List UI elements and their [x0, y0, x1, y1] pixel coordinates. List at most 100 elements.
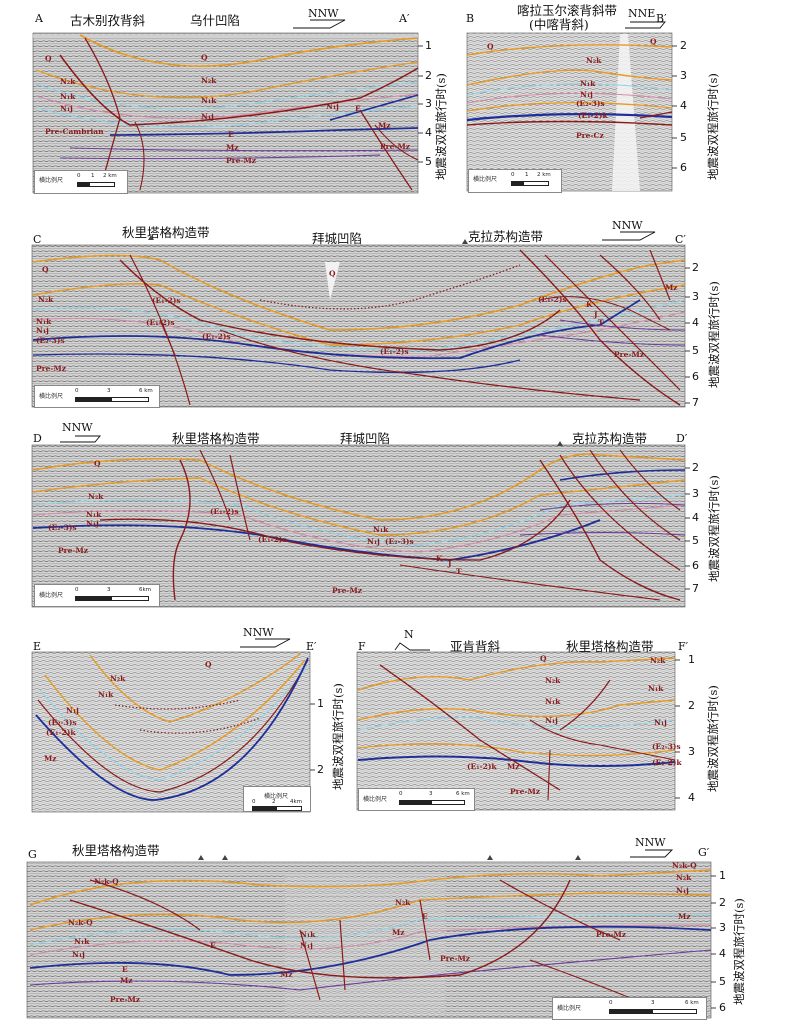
- panel-f-title-1: 亚肯背斜: [450, 639, 501, 654]
- unit-label: Pre-Cz: [576, 131, 604, 140]
- unit-label: N₁j: [66, 706, 79, 715]
- unit-label: N₁j: [300, 941, 313, 950]
- panel-c-axis-label: 地震波双程旅行时(s): [707, 281, 721, 388]
- panel-d-tick: 6: [692, 559, 699, 572]
- unit-label: Q: [205, 660, 212, 669]
- unit-label: N₁k: [36, 317, 52, 326]
- panel-b-orientation: NNE: [628, 7, 656, 20]
- panel-a-tick: 2: [425, 69, 432, 82]
- unit-label: Q: [540, 654, 547, 663]
- panel-e-left-end: E: [33, 640, 42, 653]
- unit-label: E: [422, 912, 428, 921]
- panel-f-section: [356, 651, 676, 811]
- panel-g-tick: 3: [719, 921, 726, 934]
- unit-label: N₂k-Q: [672, 861, 697, 870]
- unit-label: Mz: [226, 143, 239, 152]
- unit-label: (E₁-2)k: [46, 728, 76, 737]
- unit-label: N₂k: [201, 76, 217, 85]
- panel-c-title-2: 拜城凹陷: [312, 231, 363, 246]
- panel-f-scale-bar: 横比例尺 0 3 6 km: [358, 788, 475, 811]
- unit-label: Pre-Mz: [596, 930, 627, 939]
- panel-a-scale-bar: 横比例尺 0 1 2 km: [34, 170, 128, 194]
- unit-label: (E₁-2)s: [380, 347, 409, 356]
- scale-num: 3: [107, 388, 111, 394]
- panel-f-right-end: F′: [678, 640, 689, 653]
- unit-label: N₁k: [648, 684, 664, 693]
- unit-label: N₂k: [60, 77, 76, 86]
- unit-label: N₁j: [201, 112, 214, 121]
- panel-d-title-3: 克拉苏构造带: [572, 431, 648, 446]
- unit-label: E: [122, 965, 128, 974]
- panel-e-orientation: NNW: [243, 626, 274, 639]
- panel-g-left-end: G: [28, 848, 37, 861]
- scale-num: 2: [272, 799, 276, 805]
- unit-label: Pre-Mz: [380, 142, 411, 151]
- unit-label: (E₂-3)s: [576, 99, 605, 108]
- unit-label: N₁k: [60, 92, 76, 101]
- panel-b-scale-bar: 横比例尺 0 1 2 km: [468, 169, 562, 193]
- unit-label: E: [228, 130, 234, 139]
- panel-f-tick: 4: [688, 791, 695, 804]
- panel-b-section: [466, 32, 673, 192]
- panel-g-tick: 5: [719, 975, 726, 988]
- unit-label: N₁j: [654, 718, 667, 727]
- panel-b-left-end: B: [466, 12, 475, 25]
- unit-label: N₂k: [110, 674, 126, 683]
- unit-label: N₂k: [586, 56, 602, 65]
- unit-label: N₂k: [38, 295, 54, 304]
- panel-d-orientation: NNW: [62, 421, 93, 434]
- panel-f-tick: 2: [688, 699, 695, 712]
- scale-title: 横比例尺: [557, 1005, 582, 1012]
- unit-label: N₂k: [545, 676, 561, 685]
- panel-c-tick: 2: [692, 261, 699, 274]
- unit-label: Q: [650, 37, 657, 46]
- panel-b-tick: 2: [680, 39, 687, 52]
- unit-label: (E₂-3)s: [48, 523, 77, 532]
- unit-label: N₁j: [60, 104, 73, 113]
- unit-label: Pre-Mz: [226, 156, 257, 165]
- panel-e-tick: 2: [317, 763, 324, 776]
- unit-label: (E₁-2)s: [210, 507, 239, 516]
- panel-a-tick: 3: [425, 97, 432, 110]
- unit-label: Mz: [44, 754, 57, 763]
- unit-label: (E₂-3)s: [385, 537, 414, 546]
- scale-num: 2 km: [103, 173, 117, 179]
- panel-e-section: [31, 651, 311, 813]
- scale-num: 3: [429, 791, 433, 797]
- unit-label: N₁j: [86, 519, 99, 528]
- unit-label: (E₁-2)s: [146, 318, 175, 327]
- unit-label: E: [210, 941, 216, 950]
- panel-d-title-1: 秋里塔格构造带: [172, 431, 260, 446]
- unit-label: N₁k: [300, 930, 316, 939]
- panel-g-right-end: G′: [698, 846, 710, 859]
- panel-f-tick: 1: [688, 653, 695, 666]
- panel-d-scale-bar: 横比例尺 0 3 6km: [34, 584, 160, 607]
- unit-label: Pre-Mz: [440, 954, 471, 963]
- panel-g-axis-label: 地震波双程旅行时(s): [732, 898, 746, 1005]
- scale-num: 3: [651, 1000, 655, 1006]
- unit-label: Mz: [392, 928, 405, 937]
- orientation-arrows: [60, 19, 674, 858]
- panel-b-title-2: (中喀背斜): [529, 17, 589, 32]
- unit-label: N₁j: [580, 90, 593, 99]
- panel-e-axis-label: 地震波双程旅行时(s): [331, 683, 345, 790]
- scale-num: 0: [77, 173, 81, 179]
- unit-label: N₁j: [367, 537, 380, 546]
- unit-label: N₁j: [326, 102, 339, 111]
- panel-a-left-end: A: [35, 12, 43, 25]
- panel-d-axis-label: 地震波双程旅行时(s): [707, 475, 721, 582]
- scale-title: 横比例尺: [39, 177, 64, 184]
- scale-num: 0: [252, 799, 256, 805]
- panel-c-tick: 4: [692, 316, 699, 329]
- unit-label: K: [586, 300, 593, 309]
- unit-label: N₁j: [545, 716, 558, 725]
- scale-num: 0: [75, 587, 79, 593]
- unit-label: N₁j: [72, 950, 85, 959]
- unit-label: Q: [329, 269, 336, 278]
- unit-label: Q: [45, 54, 52, 63]
- axis-ticks: [310, 45, 716, 1009]
- panel-f-left-end: F: [358, 640, 366, 653]
- panel-a-tick: 5: [425, 155, 432, 168]
- unit-label: (E₁-2)k: [467, 762, 497, 771]
